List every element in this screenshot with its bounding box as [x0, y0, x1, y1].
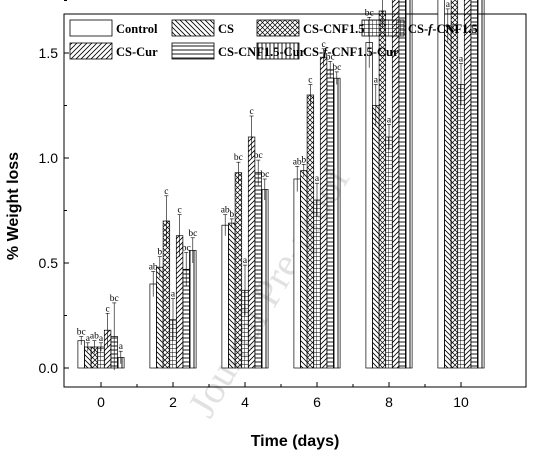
y-tick-label: 0.5	[39, 255, 59, 271]
significance-label: b	[301, 155, 306, 165]
significance-label: a	[171, 290, 176, 300]
significance-label: a	[446, 0, 451, 10]
bar	[300, 170, 308, 369]
plot-frame	[63, 13, 527, 388]
y-axis-title: % Weight loss	[5, 152, 22, 260]
bar	[405, 0, 413, 369]
x-tick-label: 6	[313, 394, 321, 410]
bar	[333, 77, 341, 369]
significance-label: a	[86, 334, 91, 344]
bar	[326, 69, 334, 369]
x-tick-label: 0	[97, 394, 105, 410]
significance-label: b	[157, 248, 162, 258]
bar	[398, 0, 406, 369]
significance-label: b	[229, 210, 234, 220]
bar	[450, 0, 459, 369]
significance-label: bc	[326, 52, 335, 62]
legend-label: CS-Cur	[116, 45, 158, 59]
bar	[444, 25, 452, 369]
legend: ControlCSCS-CNF1.5CS-f-CNF1.5CS-CurCS-CN…	[69, 19, 478, 60]
bar	[228, 222, 236, 369]
bar	[293, 178, 301, 369]
significance-label: a	[459, 55, 464, 65]
bar	[247, 136, 256, 369]
significance-label: bc	[332, 63, 341, 73]
legend-swatch	[171, 19, 215, 37]
significance-label: bc	[365, 8, 374, 18]
significance-label: bc	[234, 153, 243, 163]
legend-label: CS-f-CNF1.5-Cur	[303, 45, 399, 59]
legend-label: CS-f-CNF1.5	[408, 22, 478, 36]
legend-swatch	[171, 42, 215, 60]
bar	[221, 224, 229, 369]
significance-label: bc	[110, 294, 119, 304]
bar	[463, 0, 472, 369]
legend-label: CS-CNF1.5	[303, 22, 364, 36]
significance-label: a	[387, 115, 392, 125]
significance-label: bc	[260, 170, 269, 180]
x-axis-title: Time (days)	[251, 433, 340, 450]
legend-label: Control	[116, 22, 158, 36]
significance-label: c	[164, 187, 168, 197]
y-axis: 0.00.51.01.52.02.53.0	[39, 0, 69, 376]
significance-label: a	[119, 342, 124, 352]
bar	[385, 136, 393, 369]
x-axis: 0 2 4 6 8 10	[97, 382, 469, 410]
significance-label: bc	[182, 244, 191, 254]
significance-label: ab	[293, 157, 302, 167]
legend-swatch	[256, 19, 300, 37]
bar	[437, 0, 445, 369]
significance-label: a	[243, 256, 248, 266]
x-tick-label: 2	[169, 394, 177, 410]
bar	[457, 84, 465, 369]
bar	[306, 94, 315, 369]
significance-label: c	[321, 40, 325, 50]
significance-label: c	[105, 304, 109, 314]
significance-label: a	[99, 334, 104, 344]
bar	[372, 105, 380, 369]
significance-label: a	[315, 174, 320, 184]
y-tick-label: 1.0	[39, 150, 59, 166]
bar	[189, 250, 197, 369]
bar	[470, 0, 478, 369]
legend-swatch	[69, 19, 113, 37]
bar	[254, 172, 262, 369]
significance-label: bc	[77, 328, 86, 338]
bar	[313, 199, 321, 369]
bar	[261, 189, 269, 369]
significance-label: bc	[188, 229, 197, 239]
significance-label: a	[374, 76, 379, 86]
significance-label: ab	[149, 262, 158, 272]
bar	[365, 42, 373, 369]
bar	[319, 56, 328, 369]
significance-label: ab	[221, 206, 230, 216]
legend-swatch	[256, 42, 300, 60]
y-tick-label: 0.0	[39, 360, 59, 376]
significance-label: c	[249, 107, 253, 117]
x-tick-label: 4	[241, 394, 249, 410]
y-tick-label: 1.5	[39, 45, 59, 61]
significance-label: ab	[90, 332, 99, 342]
bar	[156, 266, 164, 369]
legend-label: CS	[218, 22, 234, 36]
significance-label: bc	[254, 151, 263, 161]
legend-swatch	[69, 42, 113, 60]
x-tick-label: 10	[453, 394, 469, 410]
legend-swatch	[361, 19, 405, 37]
significance-label: c	[308, 76, 312, 86]
bar	[234, 172, 243, 369]
bar	[378, 10, 387, 369]
bar	[477, 0, 485, 369]
significance-label: c	[177, 206, 181, 216]
x-tick-label: 8	[385, 394, 393, 410]
